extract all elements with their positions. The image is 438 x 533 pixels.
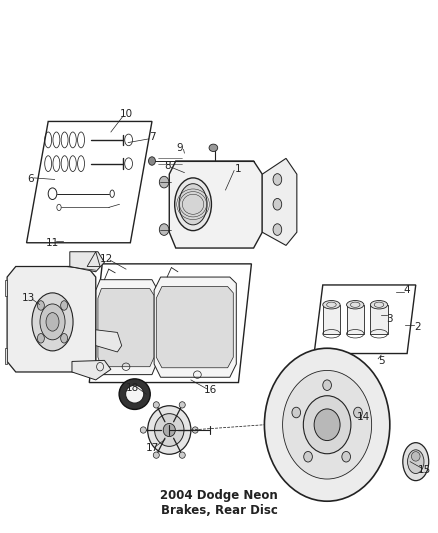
Ellipse shape bbox=[40, 304, 65, 340]
Text: 7: 7 bbox=[148, 132, 155, 142]
Polygon shape bbox=[169, 161, 262, 248]
Text: 13: 13 bbox=[22, 293, 35, 303]
Polygon shape bbox=[72, 360, 111, 380]
Ellipse shape bbox=[148, 406, 191, 454]
Ellipse shape bbox=[403, 443, 429, 481]
Ellipse shape bbox=[61, 301, 67, 310]
Text: 8: 8 bbox=[164, 161, 170, 171]
Text: 18: 18 bbox=[126, 383, 139, 393]
Ellipse shape bbox=[304, 451, 312, 462]
Ellipse shape bbox=[159, 176, 169, 188]
Ellipse shape bbox=[273, 174, 282, 185]
Ellipse shape bbox=[153, 402, 159, 408]
Ellipse shape bbox=[411, 451, 420, 461]
Text: 15: 15 bbox=[418, 465, 431, 474]
Ellipse shape bbox=[159, 224, 169, 236]
Ellipse shape bbox=[140, 427, 146, 433]
Text: 5: 5 bbox=[378, 357, 385, 367]
Polygon shape bbox=[156, 287, 233, 368]
Polygon shape bbox=[262, 158, 297, 245]
Ellipse shape bbox=[126, 385, 144, 403]
Polygon shape bbox=[98, 289, 154, 367]
Ellipse shape bbox=[37, 334, 44, 343]
Ellipse shape bbox=[37, 301, 44, 310]
Ellipse shape bbox=[371, 301, 388, 309]
Ellipse shape bbox=[153, 452, 159, 458]
Ellipse shape bbox=[323, 380, 332, 391]
Polygon shape bbox=[5, 280, 7, 295]
Text: 4: 4 bbox=[404, 285, 410, 295]
Ellipse shape bbox=[283, 370, 371, 479]
Text: 11: 11 bbox=[46, 238, 59, 248]
Text: 6: 6 bbox=[28, 174, 34, 184]
Ellipse shape bbox=[209, 144, 218, 151]
Polygon shape bbox=[96, 280, 156, 375]
Ellipse shape bbox=[179, 184, 207, 225]
Polygon shape bbox=[371, 305, 388, 334]
Text: 2: 2 bbox=[415, 322, 421, 332]
Ellipse shape bbox=[342, 451, 350, 462]
Ellipse shape bbox=[179, 452, 185, 458]
Text: 9: 9 bbox=[177, 143, 184, 153]
Ellipse shape bbox=[265, 348, 390, 501]
Ellipse shape bbox=[346, 301, 364, 309]
Ellipse shape bbox=[155, 414, 184, 446]
Text: 10: 10 bbox=[120, 109, 133, 118]
Ellipse shape bbox=[323, 301, 340, 309]
Ellipse shape bbox=[407, 450, 424, 473]
Text: 2004 Dodge Neon
Brakes, Rear Disc: 2004 Dodge Neon Brakes, Rear Disc bbox=[160, 489, 278, 517]
Ellipse shape bbox=[273, 224, 282, 236]
Polygon shape bbox=[7, 266, 96, 372]
Ellipse shape bbox=[61, 334, 67, 343]
Text: 16: 16 bbox=[204, 385, 217, 395]
Polygon shape bbox=[70, 252, 104, 272]
Ellipse shape bbox=[273, 198, 282, 210]
Ellipse shape bbox=[292, 407, 300, 418]
Ellipse shape bbox=[119, 379, 150, 409]
Polygon shape bbox=[323, 305, 340, 334]
Ellipse shape bbox=[148, 157, 155, 165]
Ellipse shape bbox=[353, 407, 362, 418]
Ellipse shape bbox=[192, 427, 198, 433]
Polygon shape bbox=[5, 348, 7, 364]
Ellipse shape bbox=[179, 402, 185, 408]
Polygon shape bbox=[96, 330, 122, 352]
Ellipse shape bbox=[314, 409, 340, 441]
Text: 17: 17 bbox=[145, 443, 159, 454]
Text: 3: 3 bbox=[386, 314, 393, 324]
Text: 12: 12 bbox=[100, 254, 113, 264]
Ellipse shape bbox=[46, 313, 59, 331]
Polygon shape bbox=[154, 277, 236, 377]
Ellipse shape bbox=[32, 293, 73, 351]
Polygon shape bbox=[346, 305, 364, 334]
Ellipse shape bbox=[304, 395, 351, 454]
Text: 14: 14 bbox=[357, 412, 371, 422]
Text: 1: 1 bbox=[235, 164, 242, 174]
Ellipse shape bbox=[175, 178, 212, 231]
Ellipse shape bbox=[163, 423, 175, 437]
